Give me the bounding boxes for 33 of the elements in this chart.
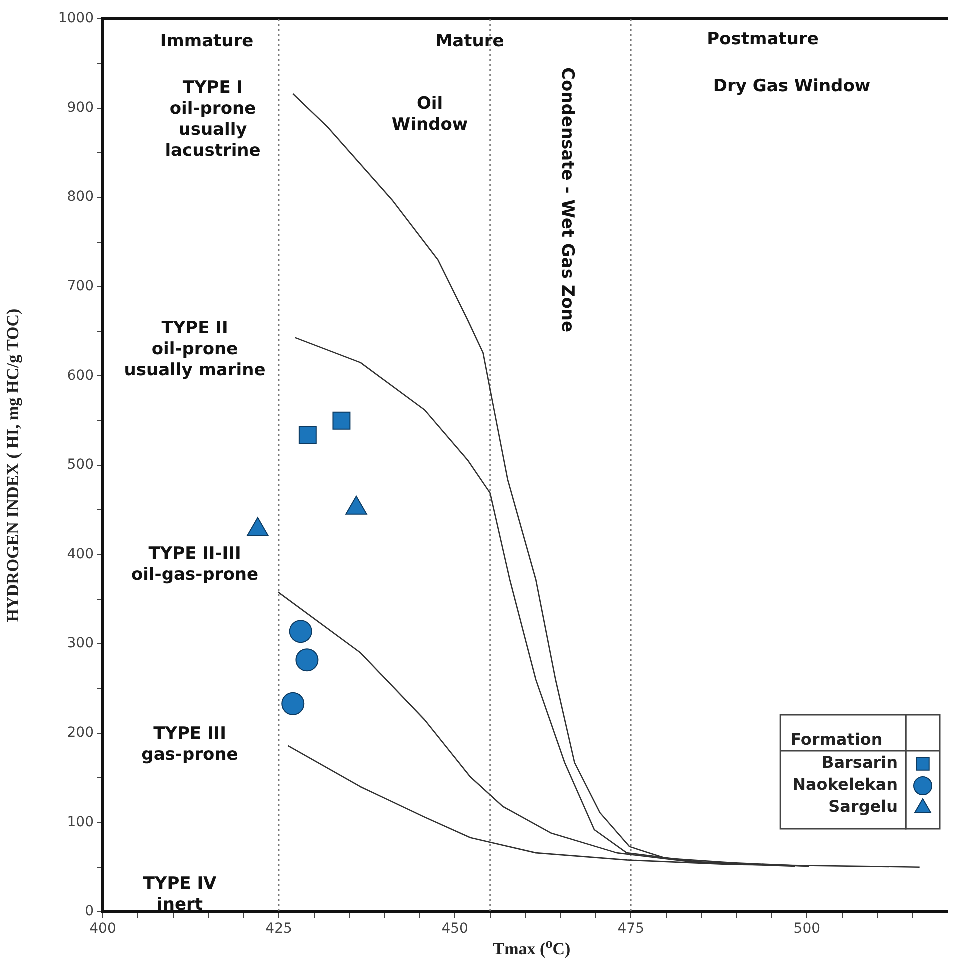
x-tick-label: 450 xyxy=(442,921,468,938)
y-tick-label: 400 xyxy=(67,546,94,562)
y-tick-label: 900 xyxy=(67,100,94,116)
annotation: TYPE II-III oil-gas-prone xyxy=(131,544,259,585)
annotation: TYPE III gas-prone xyxy=(142,724,238,765)
annotation: TYPE IV inert xyxy=(143,874,218,915)
x-tick-label: 475 xyxy=(618,921,644,938)
x-tick-label: 400 xyxy=(90,921,116,938)
x-tick-label: 425 xyxy=(266,921,292,938)
y-tick-label: 200 xyxy=(67,725,94,742)
y-tick-label: 500 xyxy=(67,457,94,474)
y-tick-label: 1000 xyxy=(58,10,94,27)
annotation: Mature xyxy=(436,31,504,52)
legend-label: Naokelekan xyxy=(792,775,898,794)
legend-label: Barsarin xyxy=(822,753,898,772)
y-tick-label: 300 xyxy=(67,636,94,652)
x-tick-label: 500 xyxy=(794,921,821,938)
annotation: Condensate - Wet Gas Zone xyxy=(558,67,578,333)
annotation: Oil Window xyxy=(392,94,468,135)
y-tick-label: 100 xyxy=(67,814,94,830)
legend-title: Formation xyxy=(790,730,883,750)
y-tick-label: 700 xyxy=(67,278,94,295)
y-axis-title: HYDROGEN INDEX ( HI, mg HC/g TOC) xyxy=(4,308,23,622)
legend-label: Sargelu xyxy=(828,797,898,816)
annotation: Immature xyxy=(160,31,254,52)
y-tick-label: 600 xyxy=(67,368,94,384)
annotation: Postmature xyxy=(707,29,819,50)
annotation: TYPE II oil-prone usually marine xyxy=(124,318,266,380)
annotation: TYPE I oil-prone usually lacustrine xyxy=(165,78,261,161)
y-tick-label: 0 xyxy=(85,904,94,920)
y-tick-label: 800 xyxy=(67,189,94,206)
annotation: Dry Gas Window xyxy=(713,76,871,96)
x-axis-title: Tmax ($^{o}$C) xyxy=(492,936,572,960)
